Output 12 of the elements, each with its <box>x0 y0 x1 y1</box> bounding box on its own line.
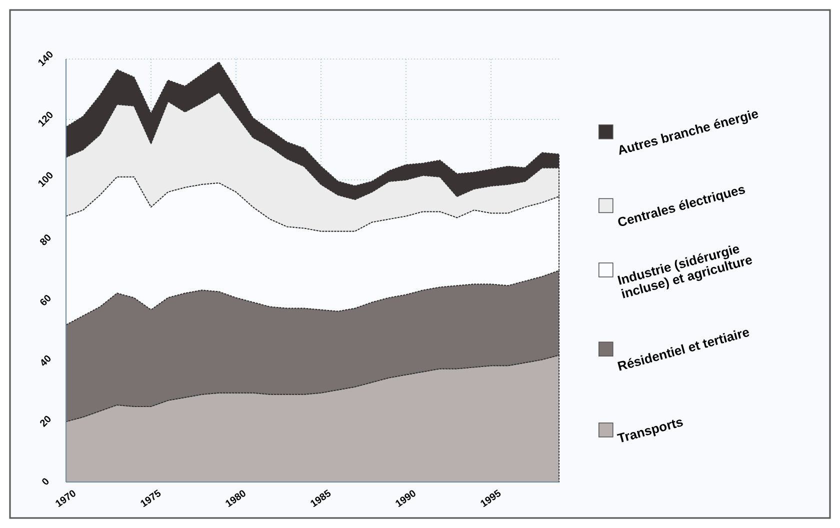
y-tick-label: 140 <box>36 49 56 69</box>
legend-label: Autres branche énergie <box>616 106 760 158</box>
y-tick-label: 40 <box>38 353 54 370</box>
x-tick-label: 1970 <box>54 488 79 510</box>
x-tick-label: 1980 <box>224 488 249 510</box>
y-tick-label: 60 <box>38 292 54 309</box>
y-tick-label: 0 <box>40 476 52 488</box>
y-tick-label: 80 <box>38 232 54 248</box>
y-tick-label: 120 <box>36 109 56 130</box>
x-tick-label: 1990 <box>394 488 419 510</box>
y-tick-label: 20 <box>38 414 54 430</box>
y-tick-label: 100 <box>36 170 56 190</box>
